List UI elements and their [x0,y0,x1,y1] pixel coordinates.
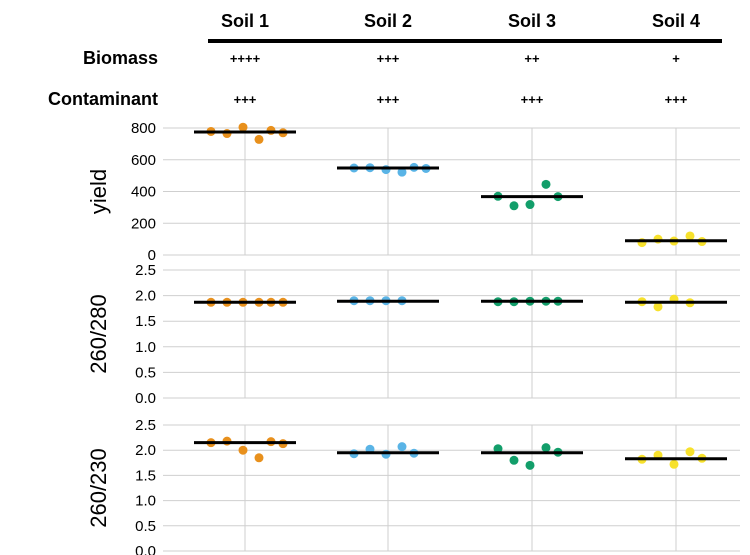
header-section: Soil 1 Soil 2 Soil 3 Soil 4 Biomass ++++… [48,11,722,109]
data-point [541,179,551,189]
contaminant-soil-3: +++ [521,92,544,107]
y-tick-label: 1.5 [135,313,156,330]
data-point [222,129,232,139]
data-point [222,436,232,446]
panel-1: 0 200 400 600 800 yield [86,120,740,264]
y-tick-label: 0 [148,247,156,264]
data-point [397,442,407,452]
data-point [653,234,663,244]
biomass-soil-2: +++ [377,51,400,66]
y-tick-label: 1.0 [135,339,156,356]
soil-header-3: Soil 3 [508,11,556,31]
y-tick-label: 0.5 [135,518,156,535]
y-axis-label: 260/280 [86,294,111,374]
data-point [541,443,551,453]
contaminant-soil-4: +++ [665,92,688,107]
y-axis-label: 260/230 [86,448,111,528]
panel-3: 0.0 0.5 1.0 1.5 2.0 2.5 260/230 [86,417,740,555]
data-point [525,200,535,210]
data-point [381,165,391,175]
soil-header-4: Soil 4 [652,11,700,31]
biomass-soil-1: ++++ [230,51,261,66]
data-point [381,449,391,459]
contaminant-soil-2: +++ [377,92,400,107]
y-tick-label: 600 [131,152,156,169]
y-tick-label: 0.5 [135,364,156,381]
panel-2: 0.0 0.5 1.0 1.5 2.0 2.5 260/280 [86,262,740,407]
biomass-soil-4: + [672,51,680,66]
data-point [653,302,663,312]
soil-header-1: Soil 1 [221,11,269,31]
soil-header-2: Soil 2 [364,11,412,31]
y-tick-label: 2.0 [135,442,156,459]
y-tick-label: 2.5 [135,262,156,279]
biomass-label: Biomass [83,48,158,68]
data-point [238,122,248,132]
data-point [685,447,695,457]
y-tick-label: 2.0 [135,288,156,305]
y-tick-label: 800 [131,120,156,137]
data-point [509,455,519,465]
data-point [397,167,407,177]
contaminant-soil-1: +++ [234,92,257,107]
data-point [669,459,679,469]
biomass-soil-3: ++ [524,51,540,66]
y-tick-label: 0.0 [135,390,156,407]
y-tick-label: 2.5 [135,417,156,434]
y-axis-label: yield [86,169,111,214]
data-point [254,134,264,144]
data-point [254,453,264,463]
y-tick-label: 0.0 [135,543,156,555]
data-point [525,460,535,470]
y-tick-label: 200 [131,215,156,232]
contaminant-label: Contaminant [48,89,158,109]
data-point [266,125,276,135]
data-point [238,445,248,455]
data-point [509,201,519,211]
data-point [493,444,503,454]
y-tick-label: 400 [131,184,156,201]
plot-panels: 0 200 400 600 800 yield 0.0 0.5 1.0 1.5 2.0 2.5 260/… [86,120,740,555]
data-point [685,231,695,241]
y-tick-label: 1.5 [135,467,156,484]
y-tick-label: 1.0 [135,493,156,510]
